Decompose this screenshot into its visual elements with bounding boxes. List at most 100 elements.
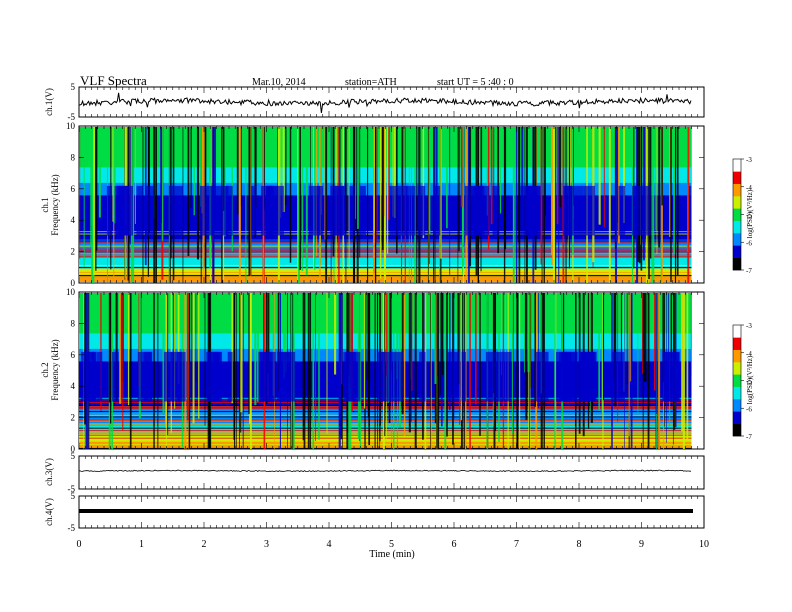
spectrogram-streak [436, 293, 437, 449]
y-tick-label: 6 [71, 184, 76, 194]
spectrogram-patch [349, 185, 355, 236]
spectrogram-streak [460, 293, 462, 421]
x-tick-label: 4 [327, 539, 332, 550]
spectrogram-streak [79, 127, 81, 259]
colorbar-tick-label: -6 [746, 239, 752, 247]
spectrogram-streak [90, 127, 92, 247]
spectrogram-streak [193, 127, 195, 216]
spectrogram-streak [521, 127, 524, 214]
spectrogram-streak [240, 127, 242, 207]
spectrogram-streak [433, 127, 435, 223]
spectrogram-streak [540, 127, 543, 265]
x-tick-label: 7 [514, 539, 519, 550]
spectrogram-patch [556, 351, 572, 402]
y-tick-label: 0 [71, 444, 76, 454]
spectrogram-streak [608, 127, 611, 283]
spectrogram-patch [492, 185, 500, 236]
spectrogram-streak [457, 293, 460, 385]
spectrogram-streak [674, 127, 677, 283]
spectrogram-streak [556, 127, 559, 225]
spectrogram-streak [436, 293, 438, 377]
spectrogram-patch [583, 185, 596, 236]
spectrogram-streak [673, 127, 675, 254]
spectrogram-streak [134, 127, 136, 224]
x-tick-label: 10 [699, 539, 709, 550]
spectrogram-streak [542, 293, 545, 393]
spectrogram-streak [637, 293, 639, 414]
spectrogram-streak [301, 127, 304, 272]
spectrogram-streak [628, 293, 630, 437]
spectrogram-patch [563, 185, 572, 236]
spectrogram-patch [308, 185, 321, 236]
spectrogram-streak [403, 293, 406, 436]
spectrogram-streak [155, 127, 158, 283]
spectrogram-tone-line [79, 424, 692, 426]
spectrogram-streak [623, 127, 625, 224]
spectrogram-patch [163, 351, 174, 402]
spectrogram-streak [670, 127, 672, 282]
colorbar-tick-label: -7 [746, 267, 752, 275]
spectrogram-tone-line [79, 437, 692, 439]
spectrogram-streak [623, 293, 625, 392]
spectrogram-patch [199, 185, 214, 236]
spectrogram-streak [682, 293, 685, 449]
spectrogram-patch [343, 351, 361, 402]
spectrogram-streak [645, 127, 647, 231]
spectrogram-streak [543, 127, 545, 283]
spectrogram-streak [257, 293, 260, 402]
spectrogram-streak [449, 127, 451, 275]
colorbar-tick-label: -6 [746, 405, 752, 413]
colorbar-segment [733, 208, 741, 221]
ch1-colorbar: -3 -4 -5 -6 -7 [732, 156, 752, 275]
y-tick-label: 5 [71, 491, 76, 501]
spectrogram-streak [504, 127, 507, 250]
spectrogram-streak [333, 127, 335, 245]
date-label: Mar.10, 2014 [252, 77, 306, 88]
y-tick-label: 8 [71, 318, 76, 328]
spectrogram-patch [268, 185, 278, 236]
spectrogram-patch [662, 351, 680, 402]
spectrogram-streak [614, 127, 618, 283]
spectrogram-patch [225, 185, 233, 236]
ch1-spectrogram-ylabel-channel: ch.1 [40, 197, 50, 212]
spectrogram-streak [359, 293, 362, 449]
spectrogram-streak [641, 293, 644, 375]
spectrogram-tone-line [79, 405, 692, 406]
spectrogram-streak [428, 127, 430, 283]
colorbar-tick-label: -3 [746, 322, 752, 330]
colorbar-segment [733, 423, 741, 437]
spectrogram-streak [422, 127, 425, 239]
spectrogram-streak [350, 293, 352, 388]
spectrogram-streak [429, 127, 431, 235]
ch2-spectrogram [79, 293, 693, 449]
spectrogram-streak [681, 293, 684, 432]
spectrogram-streak [440, 127, 442, 259]
spectrogram-streak [486, 127, 489, 216]
spectrogram-streak [515, 127, 518, 283]
spectrogram-streak [339, 127, 341, 236]
spectrogram-streak [115, 293, 118, 401]
y-tick-label: 2 [71, 247, 76, 257]
spectrogram-tone-line [79, 401, 692, 403]
spectrogram-patch [570, 185, 584, 236]
spectrogram-patch [145, 185, 155, 236]
spectrogram-streak [188, 293, 191, 449]
spectrogram-streak [655, 127, 657, 231]
spectrogram-patch [211, 185, 229, 236]
spectrogram-streak [222, 127, 225, 211]
spectrogram-streak [616, 127, 619, 223]
spectrogram-streak [534, 293, 536, 407]
spectrogram-streak [649, 127, 652, 259]
spectrogram-streak [654, 293, 656, 391]
spectrogram-streak [687, 127, 690, 283]
spectrogram-streak [186, 293, 189, 421]
spectrogram-streak [620, 293, 622, 395]
spectrogram-streak [307, 293, 310, 449]
spectrogram-streak [459, 293, 461, 425]
spectrogram-tone-line [79, 420, 692, 422]
spectrogram-tone-line [79, 407, 692, 409]
spectrogram-streak [469, 293, 471, 449]
spectrogram-streak [153, 293, 155, 449]
